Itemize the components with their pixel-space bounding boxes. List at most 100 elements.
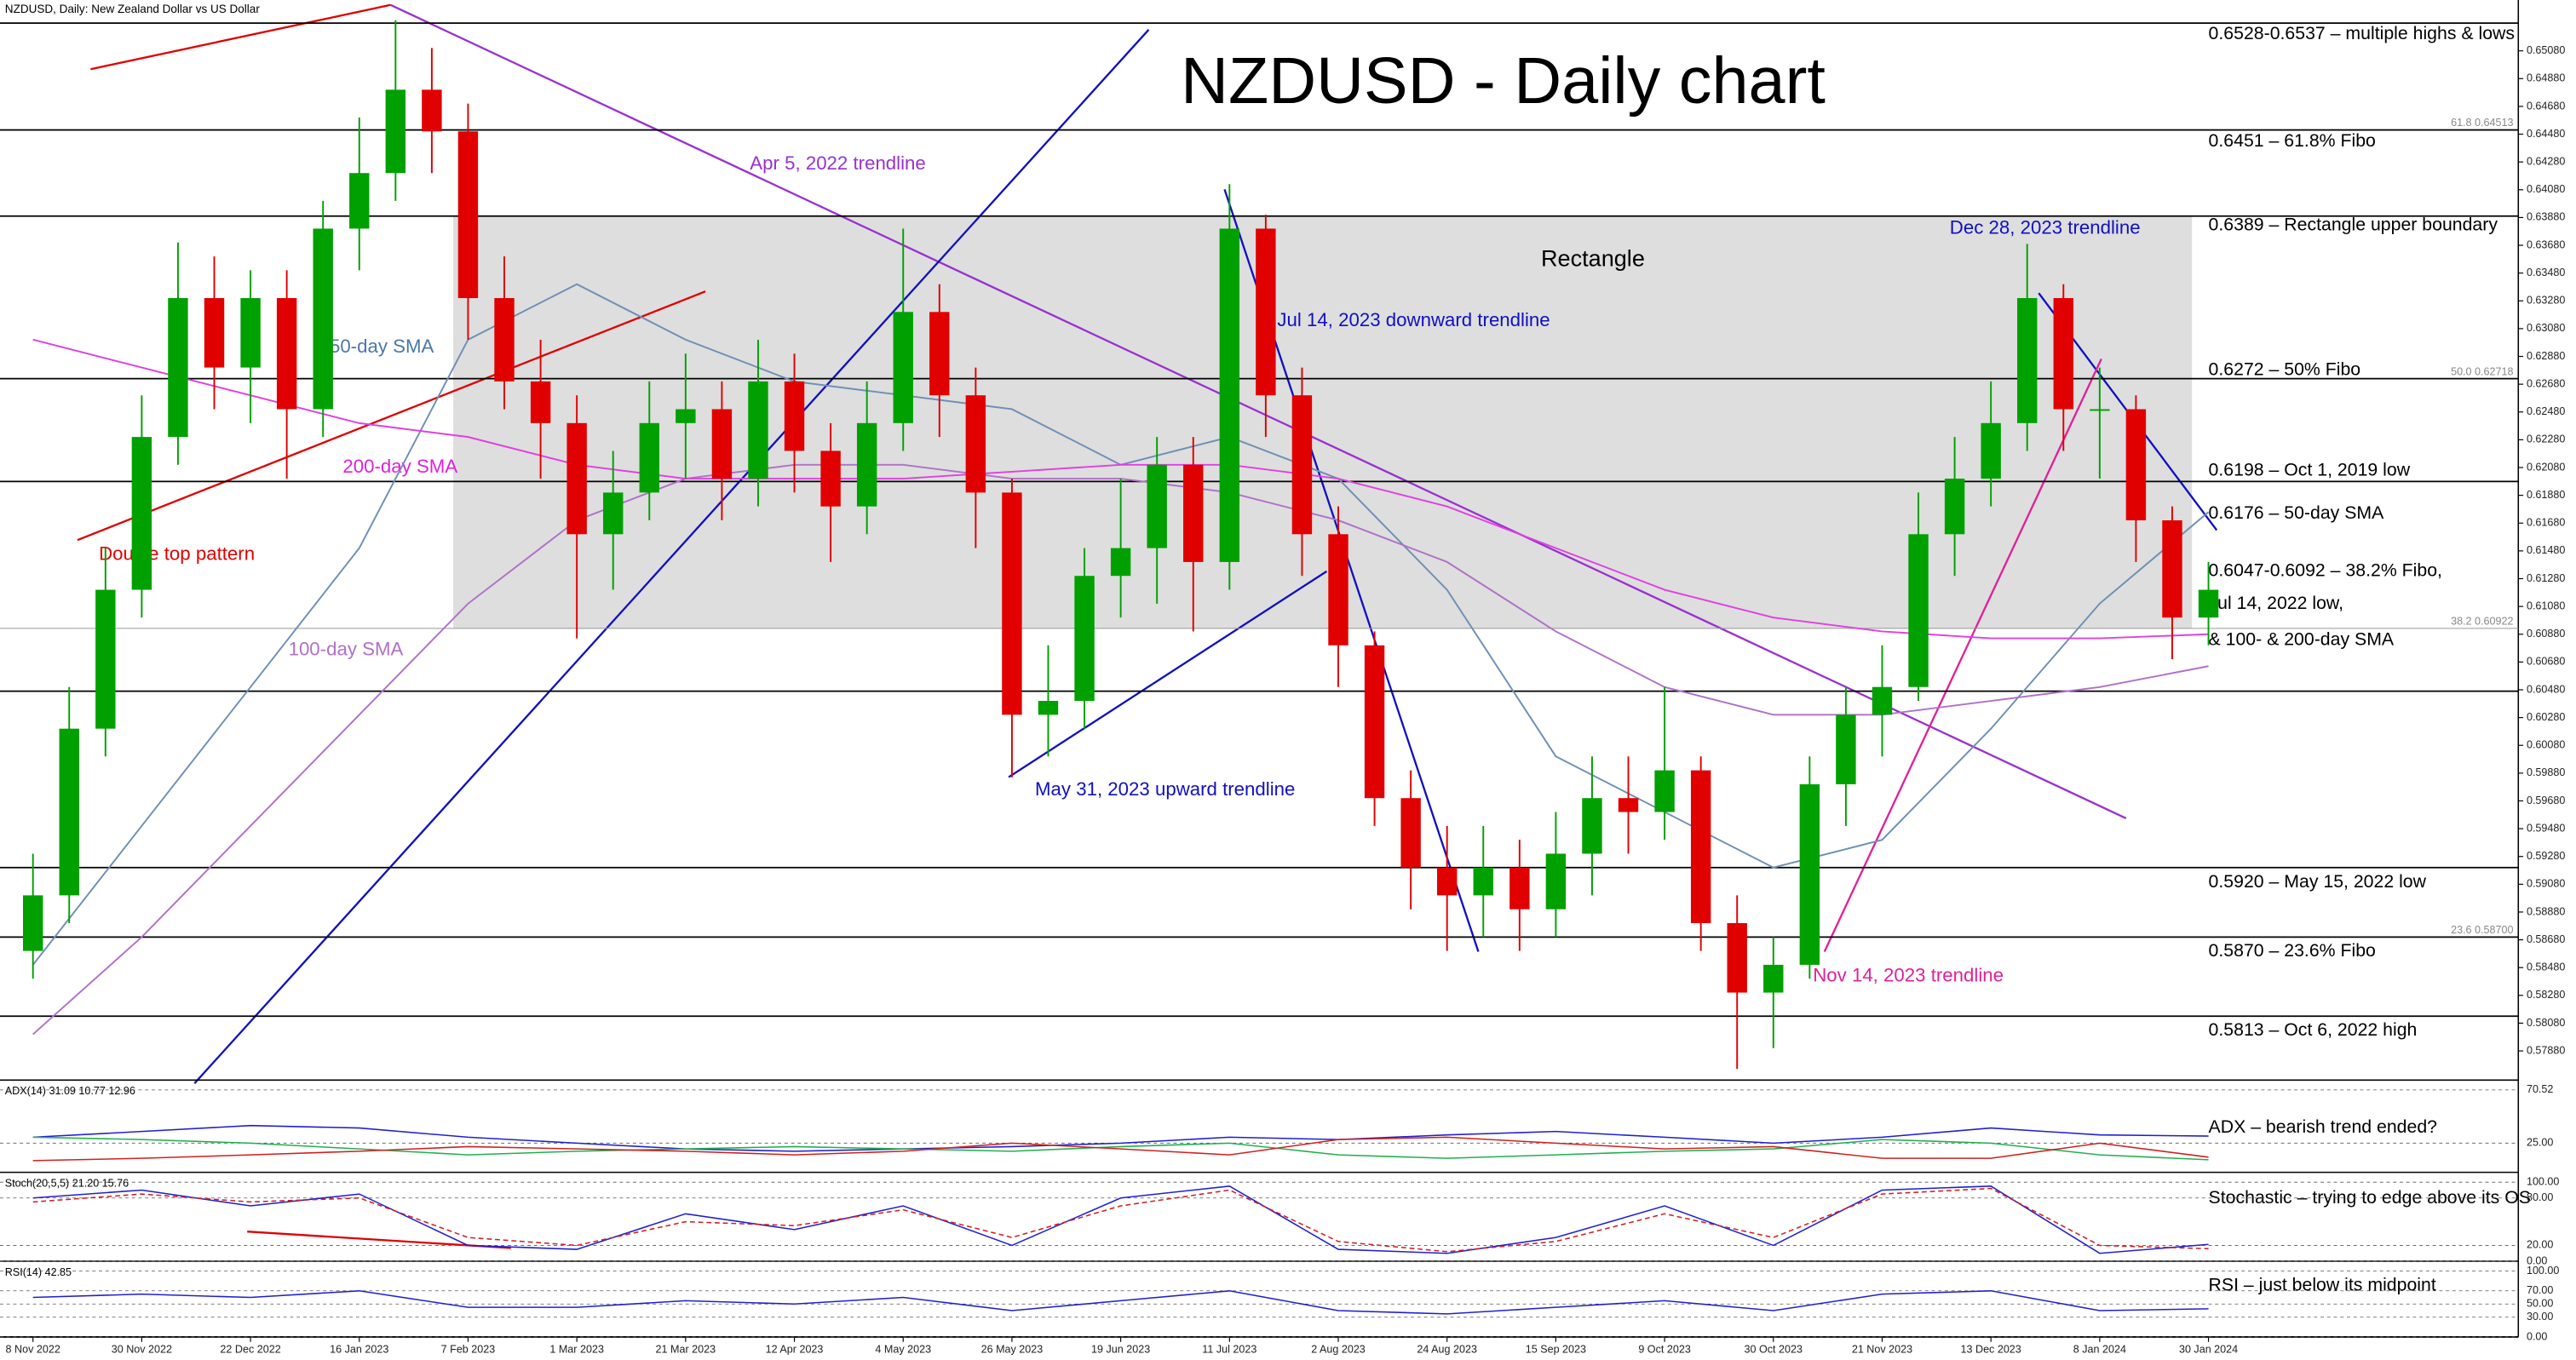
y-tick-label: 0.63680 — [2527, 238, 2565, 250]
candle-body — [1654, 770, 1675, 812]
level-note: 0.5870 – 23.6% Fibo — [2209, 940, 2376, 961]
candle-body — [1110, 548, 1131, 577]
y-tick-label: 80.00 — [2527, 1191, 2553, 1203]
candle-body — [1074, 576, 1095, 702]
y-tick-label: 0.62880 — [2527, 350, 2565, 362]
y-tick-label: 0.63480 — [2527, 267, 2565, 278]
annotation: 200-day SMA — [342, 456, 457, 477]
level-note: 0.5920 – May 15, 2022 low — [2209, 871, 2427, 892]
candle-body — [2090, 409, 2110, 411]
y-tick-label: 0.60880 — [2527, 628, 2565, 640]
y-tick-label: 0.63880 — [2527, 211, 2565, 223]
chart-title: NZDUSD - Daily chart — [1181, 44, 1826, 118]
annotation: Double top pattern — [99, 542, 255, 564]
candle-body — [2162, 519, 2182, 618]
candle-body — [1183, 464, 1204, 562]
y-tick-label: 0.59280 — [2527, 850, 2565, 862]
y-tick-label: 30.00 — [2527, 1311, 2553, 1323]
candle-body — [457, 131, 479, 299]
trendline — [193, 29, 1150, 1084]
y-tick-label: 0.57880 — [2527, 1044, 2565, 1056]
candle-body — [965, 395, 986, 493]
y-tick-label: 0.61280 — [2527, 572, 2565, 584]
candle-body — [131, 437, 152, 590]
y-tick-label: 0.59880 — [2527, 766, 2565, 778]
candle-body — [422, 89, 442, 132]
candle-body — [676, 409, 696, 423]
level-note: Jul 14, 2022 low, — [2209, 593, 2343, 613]
candle-body — [168, 298, 188, 438]
candle-body — [1436, 867, 1458, 896]
candle-body — [1690, 770, 1711, 924]
fibo-label: 23.6 0.58700 — [2451, 924, 2513, 936]
y-tick-label: 0.64480 — [2527, 128, 2565, 140]
candle-body — [1545, 853, 1567, 910]
panel-note: ADX – bearish trend ended? — [2209, 1116, 2438, 1137]
y-tick-label: 0.63280 — [2527, 295, 2565, 307]
y-tick-label: 0.58480 — [2527, 961, 2565, 973]
y-tick-label: 0.61680 — [2527, 517, 2565, 529]
trendline — [1823, 358, 2102, 953]
y-tick-label: 0.64680 — [2527, 100, 2565, 112]
candle-body — [784, 381, 805, 451]
x-tick-label: 2 Aug 2023 — [1311, 1344, 1366, 1356]
level-note: & 100- & 200-day SMA — [2209, 629, 2395, 650]
y-tick-label: 0.58280 — [2527, 989, 2565, 1001]
candle-body — [2198, 589, 2219, 618]
candle-body — [1908, 534, 1929, 687]
candle-body — [1727, 923, 1747, 993]
y-tick-label: 20.00 — [2527, 1239, 2553, 1251]
candle-body — [494, 298, 515, 382]
x-tick-label: 13 Dec 2023 — [1961, 1344, 2021, 1356]
y-tick-label: 100.00 — [2527, 1265, 2559, 1277]
indicator-line — [32, 1187, 2209, 1253]
y-tick-label: 25.00 — [2527, 1137, 2553, 1149]
y-tick-label: 0.61480 — [2527, 544, 2565, 556]
candle-body — [1364, 645, 1385, 799]
candle-body — [22, 895, 43, 951]
candle-body — [1291, 395, 1313, 535]
y-tick-label: 0.00 — [2527, 1330, 2547, 1342]
candle-body — [856, 422, 877, 507]
candle-body — [893, 312, 913, 423]
y-tick-label: 0.59680 — [2527, 795, 2565, 806]
candle-body — [1038, 701, 1059, 715]
x-tick-label: 21 Nov 2023 — [1852, 1344, 1912, 1356]
panel-title: RSI(14) 42.85 — [5, 1266, 72, 1278]
candle-body — [2125, 409, 2147, 520]
annotation: Apr 5, 2022 trendline — [750, 152, 926, 174]
y-tick-label: 0.62280 — [2527, 433, 2565, 445]
panel-title: Stoch(20,5,5) 21.20 15.76 — [5, 1177, 129, 1189]
trendline — [77, 290, 706, 542]
candle-body — [1473, 867, 1493, 896]
y-tick-label: 0.00 — [2527, 1254, 2547, 1266]
candle-body — [385, 89, 406, 174]
y-tick-label: 0.61880 — [2527, 489, 2565, 501]
x-tick-label: 12 Apr 2023 — [766, 1344, 824, 1356]
candle-body — [59, 728, 79, 896]
level-note: 0.6389 – Rectangle upper boundary — [2209, 215, 2498, 235]
candle-body — [748, 381, 768, 479]
x-tick-label: 8 Jan 2024 — [2073, 1344, 2126, 1356]
x-tick-label: 1 Mar 2023 — [549, 1344, 604, 1356]
y-tick-label: 0.60480 — [2527, 683, 2565, 695]
annotation: 100-day SMA — [289, 639, 404, 660]
candle-body — [1981, 422, 2001, 479]
x-tick-label: 24 Aug 2023 — [1417, 1344, 1477, 1356]
candle-body — [1582, 798, 1602, 854]
indicator-line — [32, 1124, 2209, 1152]
y-tick-label: 0.59080 — [2527, 878, 2565, 890]
x-tick-label: 19 Jun 2023 — [1091, 1344, 1150, 1356]
sma-line — [32, 338, 2209, 640]
y-tick-label: 0.63080 — [2527, 322, 2565, 334]
indicator-line — [32, 1136, 2209, 1162]
y-tick-label: 70.52 — [2527, 1083, 2553, 1095]
indicator-line — [32, 1136, 2209, 1161]
y-tick-label: 0.62680 — [2527, 377, 2565, 389]
candle-body — [240, 298, 261, 368]
candle-body — [1872, 686, 1893, 715]
y-tick-label: 50.00 — [2527, 1298, 2553, 1310]
level-note: 0.6451 – 61.8% Fibo — [2209, 130, 2376, 151]
